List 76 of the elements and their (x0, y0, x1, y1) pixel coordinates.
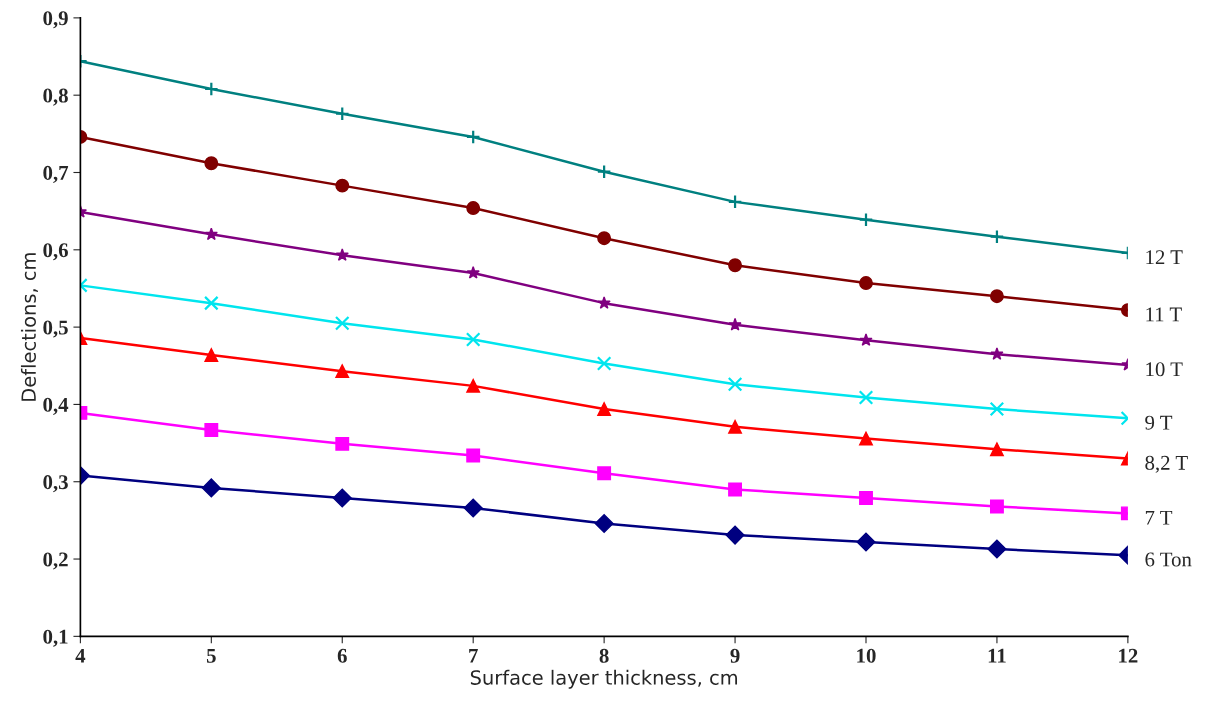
point (334, 315, 350, 331)
point (597, 402, 612, 417)
point (466, 266, 480, 279)
point (204, 422, 219, 437)
point (725, 525, 745, 545)
point (465, 129, 481, 145)
x-tick-label: 10 (857, 648, 876, 663)
point (989, 401, 1005, 417)
x-tick-label: 11 (988, 648, 1006, 663)
point (463, 498, 483, 518)
point (728, 482, 743, 497)
point (466, 448, 481, 463)
point (204, 227, 218, 241)
point (987, 539, 1007, 559)
point (596, 356, 612, 371)
x-tick-label: 5 (206, 648, 216, 663)
point (597, 466, 612, 481)
point (859, 491, 873, 505)
point (859, 431, 873, 446)
x-axis-title: Surface layer thickness, cm (470, 669, 738, 689)
point (989, 289, 1004, 304)
point (465, 332, 481, 347)
y-tick-label: 0,8 (43, 88, 68, 106)
point (332, 488, 352, 508)
point (989, 442, 1004, 457)
x-tick-label: 12 (1119, 648, 1138, 663)
series-label: 6 Ton (1145, 552, 1192, 567)
point (201, 478, 221, 498)
point (989, 229, 1005, 245)
point (335, 248, 349, 261)
point (466, 201, 481, 216)
y-tick-label: 0,2 (43, 552, 68, 570)
y-tick-label: 0,1 (43, 629, 68, 647)
y-axis-title: Deflections, cm (20, 253, 38, 401)
x-tick-label: 8 (599, 648, 609, 663)
point (989, 499, 1004, 514)
point (335, 364, 350, 379)
point (204, 347, 219, 362)
point (859, 333, 873, 347)
series-label: 11 T (1146, 307, 1182, 322)
point (727, 376, 743, 392)
series-label: 7 T (1145, 510, 1173, 525)
series-label: 12 T (1146, 250, 1183, 265)
y-tick-label: 0,4 (43, 397, 69, 415)
y-tick-label: 0,5 (43, 320, 68, 338)
point (596, 164, 612, 180)
y-tick-label: 0,9 (43, 11, 68, 29)
point (597, 296, 611, 309)
point (728, 258, 743, 273)
point (990, 347, 1004, 360)
y-tick-label: 0,6 (43, 243, 68, 261)
point (594, 513, 614, 534)
x-tick-label: 7 (469, 648, 478, 663)
x-tick-label: 9 (730, 648, 740, 663)
point (859, 276, 873, 290)
point (334, 106, 350, 122)
point (203, 295, 219, 311)
point (204, 156, 219, 171)
point (335, 436, 350, 451)
point (203, 81, 219, 97)
x-tick-label: 4 (75, 648, 86, 663)
point (858, 212, 874, 228)
point (727, 194, 743, 210)
point (728, 419, 743, 434)
point (728, 317, 742, 331)
y-tick-label: 0,3 (43, 475, 68, 493)
point (856, 532, 876, 552)
series-label: 8,2 T (1145, 455, 1188, 473)
point (335, 178, 350, 193)
x-tick-label: 6 (337, 648, 347, 663)
y-tick-label: 0,7 (43, 165, 69, 183)
point (597, 231, 612, 246)
point (466, 378, 481, 393)
point (858, 390, 874, 405)
series-label: 9 T (1145, 415, 1173, 430)
series-label: 10 T (1146, 362, 1183, 377)
